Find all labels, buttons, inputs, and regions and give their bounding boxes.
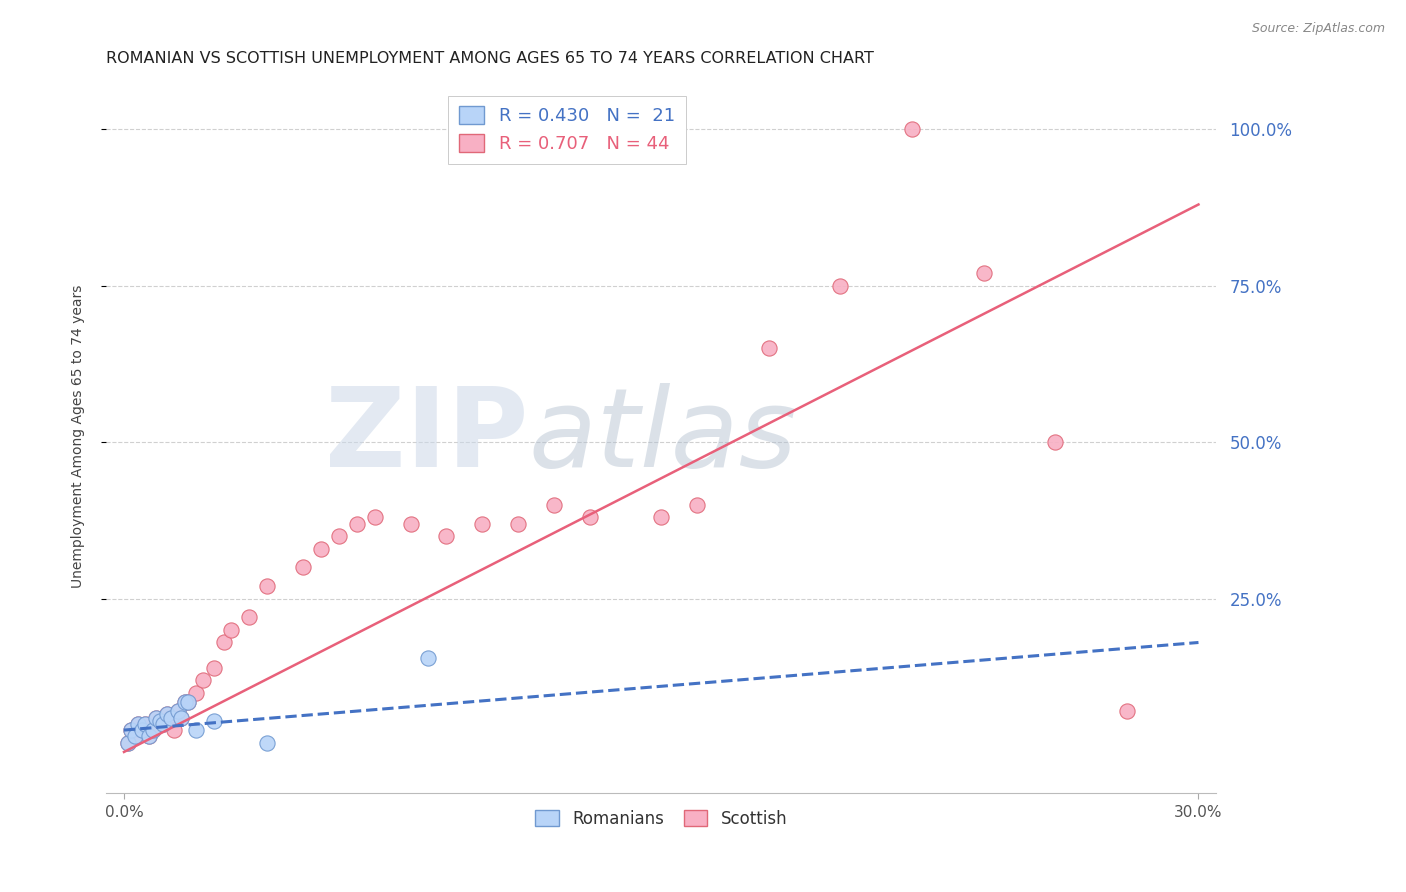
Point xyxy=(184,685,207,699)
Point xyxy=(221,623,243,637)
Point xyxy=(202,660,225,674)
Point xyxy=(156,707,179,722)
Point xyxy=(578,510,600,524)
Point xyxy=(127,716,149,731)
Point xyxy=(159,710,181,724)
Point xyxy=(309,541,332,556)
Point xyxy=(202,714,225,728)
Point xyxy=(399,516,422,531)
Point xyxy=(149,714,172,728)
Point xyxy=(117,736,139,750)
Text: ROMANIAN VS SCOTTISH UNEMPLOYMENT AMONG AGES 65 TO 74 YEARS CORRELATION CHART: ROMANIAN VS SCOTTISH UNEMPLOYMENT AMONG … xyxy=(105,51,875,66)
Point xyxy=(131,723,153,737)
Point xyxy=(120,723,142,737)
Point xyxy=(145,710,167,724)
Point xyxy=(131,723,153,737)
Point xyxy=(214,635,236,649)
Point xyxy=(134,716,156,731)
Point xyxy=(142,723,165,737)
Point xyxy=(434,529,457,543)
Point xyxy=(256,579,278,593)
Point xyxy=(830,278,852,293)
Point xyxy=(1045,435,1067,450)
Point xyxy=(177,695,200,709)
Point xyxy=(149,714,172,728)
Point xyxy=(127,716,149,731)
Point xyxy=(170,710,193,724)
Point xyxy=(152,716,174,731)
Point xyxy=(124,729,146,743)
Point xyxy=(256,736,278,750)
Point xyxy=(138,729,160,743)
Point xyxy=(173,695,195,709)
Point xyxy=(973,266,995,280)
Point xyxy=(166,704,188,718)
Point xyxy=(156,707,179,722)
Point xyxy=(173,695,195,709)
Point xyxy=(292,560,315,574)
Point xyxy=(152,716,174,731)
Point xyxy=(650,510,672,524)
Point xyxy=(159,710,181,724)
Point xyxy=(471,516,494,531)
Point xyxy=(138,729,160,743)
Text: Source: ZipAtlas.com: Source: ZipAtlas.com xyxy=(1251,22,1385,36)
Point xyxy=(418,651,440,665)
Y-axis label: Unemployment Among Ages 65 to 74 years: Unemployment Among Ages 65 to 74 years xyxy=(72,285,86,588)
Point xyxy=(120,723,142,737)
Legend: Romanians, Scottish: Romanians, Scottish xyxy=(529,803,794,834)
Point xyxy=(134,716,156,731)
Point xyxy=(1115,704,1137,718)
Point xyxy=(363,510,385,524)
Point xyxy=(191,673,214,687)
Point xyxy=(124,729,146,743)
Point xyxy=(543,498,565,512)
Point xyxy=(145,710,167,724)
Point xyxy=(686,498,709,512)
Point xyxy=(758,342,780,356)
Point xyxy=(142,723,165,737)
Text: atlas: atlas xyxy=(529,383,797,490)
Point xyxy=(184,723,207,737)
Point xyxy=(506,516,529,531)
Point xyxy=(170,710,193,724)
Point xyxy=(346,516,368,531)
Point xyxy=(177,695,200,709)
Point xyxy=(238,610,260,624)
Point xyxy=(163,723,186,737)
Point xyxy=(117,736,139,750)
Point xyxy=(328,529,350,543)
Text: ZIP: ZIP xyxy=(325,383,529,490)
Point xyxy=(901,122,924,136)
Point xyxy=(166,704,188,718)
